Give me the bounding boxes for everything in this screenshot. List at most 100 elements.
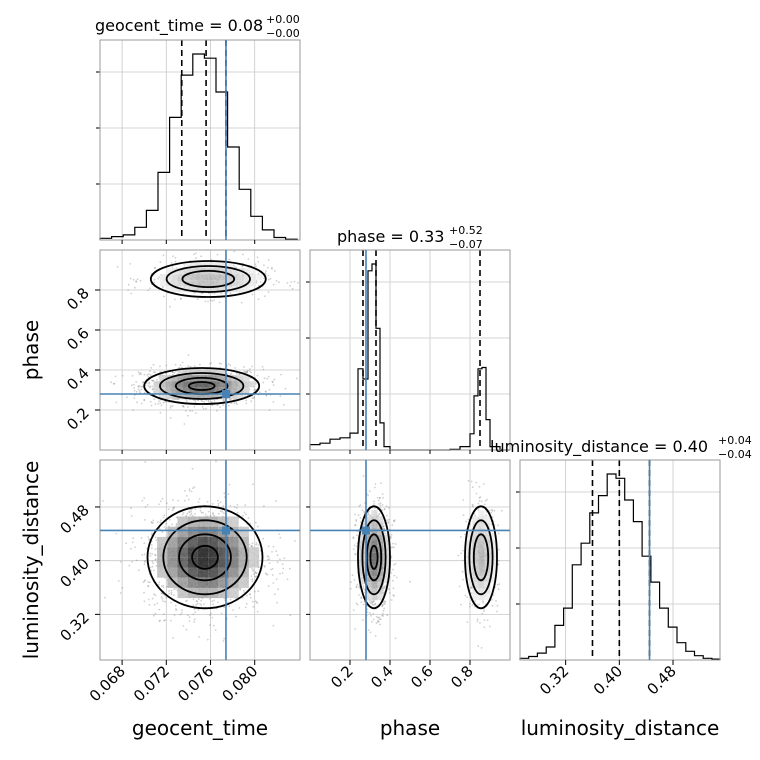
sample-point (247, 517, 250, 519)
sample-point (394, 543, 397, 545)
sample-point (392, 587, 395, 590)
sample-point (362, 585, 365, 587)
sample-point (478, 500, 481, 502)
sample-point (383, 508, 386, 510)
sample-point (253, 397, 255, 399)
sample-point (368, 513, 371, 516)
sample-point (366, 513, 369, 516)
sample-point (283, 557, 286, 560)
sample-point (279, 558, 281, 561)
sample-point (223, 606, 226, 609)
density-cell (201, 381, 208, 388)
density-cell (484, 594, 491, 601)
sample-point (130, 384, 133, 387)
sample-point (169, 305, 171, 308)
scatter-group-geocent-time-vs-luminosity-distance (102, 460, 296, 642)
sample-point (205, 407, 207, 410)
sample-point (256, 602, 259, 604)
sample-point (133, 397, 136, 399)
density-cell (208, 547, 219, 558)
density-cell (231, 387, 238, 394)
sample-point (202, 511, 204, 514)
sample-point (144, 506, 147, 508)
sample-point (469, 602, 471, 605)
sample-point (148, 373, 150, 375)
sample-point (131, 561, 133, 563)
sample-point (286, 578, 289, 581)
sample-point (203, 401, 206, 403)
density-cell (478, 510, 485, 517)
sample-point (172, 507, 175, 510)
sample-point (192, 487, 194, 490)
sample-point (190, 490, 193, 493)
sample-point (154, 612, 157, 615)
sample-point (388, 588, 390, 591)
sample-point (147, 585, 150, 587)
sample-point (151, 379, 154, 382)
density-cell (365, 534, 372, 541)
sample-point (239, 587, 242, 590)
sample-point (252, 483, 254, 486)
sample-point (263, 295, 266, 298)
sample-point (144, 559, 147, 562)
sample-point (158, 276, 161, 278)
sample-point (255, 542, 258, 544)
sample-point (272, 381, 274, 384)
density-cell (238, 557, 249, 568)
density-cell (177, 516, 188, 527)
density-cell (177, 393, 184, 400)
sample-point (245, 513, 247, 516)
sample-point (485, 514, 487, 517)
sample-point (384, 532, 386, 535)
density-cell (157, 536, 168, 548)
sample-point (233, 402, 236, 405)
density-cell (218, 587, 229, 599)
sample-point (121, 374, 124, 377)
sample-point (372, 604, 375, 607)
sample-point (253, 396, 256, 398)
sample-point (483, 626, 486, 629)
sample-point (272, 545, 275, 548)
sample-point (168, 592, 171, 595)
sample-point (162, 254, 165, 257)
sample-point (282, 567, 285, 570)
density-cell (189, 393, 196, 400)
sample-point (478, 496, 481, 499)
sample-point (255, 571, 257, 574)
sample-point (370, 602, 373, 605)
sample-point (157, 277, 160, 280)
sample-point (250, 545, 253, 548)
density-cell (178, 268, 185, 275)
sample-point (370, 600, 373, 603)
sample-point (139, 385, 141, 388)
sample-point (369, 601, 371, 603)
sample-point (409, 580, 411, 583)
sample-point (462, 514, 465, 517)
sample-point (172, 399, 175, 401)
sample-point (154, 558, 157, 561)
sample-point (229, 292, 232, 295)
sample-point (471, 486, 474, 488)
sample-point (488, 625, 491, 628)
density-cell (228, 567, 239, 578)
sample-point (349, 581, 352, 584)
density-cell (153, 387, 160, 394)
sample-point (117, 580, 120, 582)
sample-point (228, 404, 230, 407)
sample-point (391, 546, 394, 549)
sample-point (382, 615, 384, 617)
density-cell (208, 274, 215, 281)
sample-point (175, 523, 178, 525)
sample-point (253, 389, 256, 391)
sample-point (165, 372, 168, 375)
sample-point (482, 601, 485, 604)
sample-point (193, 405, 196, 408)
sample-point (148, 382, 151, 385)
sample-point (389, 537, 392, 540)
sample-point (271, 574, 274, 576)
density-cell (472, 558, 479, 565)
sample-point (143, 600, 146, 603)
density-cell (490, 540, 497, 547)
sample-point (372, 613, 375, 615)
sample-point (180, 297, 182, 300)
